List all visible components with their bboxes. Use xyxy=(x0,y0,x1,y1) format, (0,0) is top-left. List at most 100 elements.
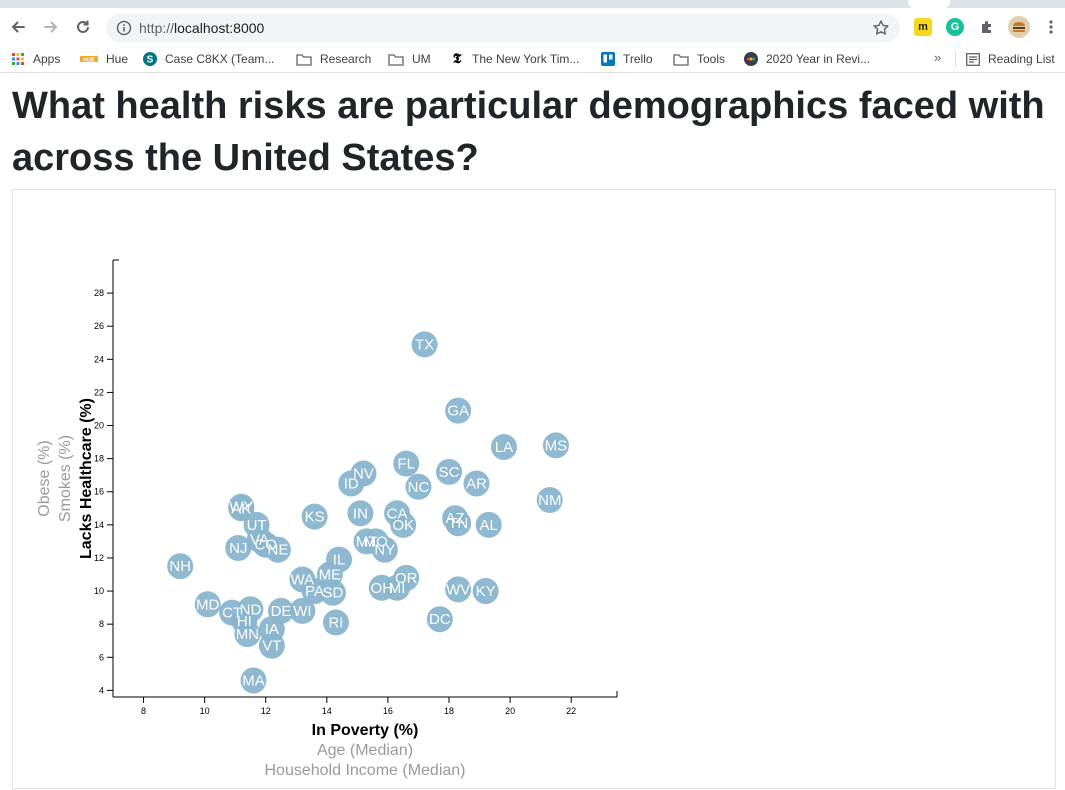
state-marker-la[interactable] xyxy=(490,434,517,461)
state-marker-mi[interactable] xyxy=(384,574,411,601)
state-marker-tx[interactable] xyxy=(411,331,438,358)
y-axis-label-option[interactable]: Smokes (%) xyxy=(57,435,74,522)
state-label-nm: NM xyxy=(538,492,561,509)
bookmark-apps[interactable]: Apps xyxy=(11,51,60,67)
state-marker-ri[interactable] xyxy=(322,609,349,636)
apps-grid-icon xyxy=(11,52,25,66)
x-tick-label: 20 xyxy=(505,706,515,716)
state-marker-ks[interactable] xyxy=(301,503,328,530)
state-marker-wv[interactable] xyxy=(445,576,472,603)
y-tick-label: 20 xyxy=(94,421,104,431)
svg-text:HUE: HUE xyxy=(83,57,95,63)
url-text[interactable]: http://localhost:8000 xyxy=(139,20,264,36)
state-marker-ga[interactable] xyxy=(445,397,472,424)
info-icon[interactable] xyxy=(116,20,132,36)
state-label-il: IL xyxy=(333,552,346,569)
active-tab[interactable] xyxy=(908,0,950,8)
state-marker-sd[interactable] xyxy=(319,579,346,606)
state-marker-ma[interactable] xyxy=(240,667,267,694)
extensions-puzzle-icon[interactable] xyxy=(978,18,996,36)
state-marker-wi[interactable] xyxy=(289,597,316,624)
state-label-me: ME xyxy=(319,567,342,584)
forward-arrow-icon xyxy=(44,21,58,33)
state-marker-tn[interactable] xyxy=(445,510,472,537)
forward-button[interactable] xyxy=(40,16,62,38)
state-label-la: LA xyxy=(495,439,513,456)
tab-strip xyxy=(0,0,1065,8)
address-bar[interactable]: http://localhost:8000 xyxy=(106,14,900,42)
miro-extension-icon[interactable]: m xyxy=(914,18,932,36)
state-marker-al[interactable] xyxy=(475,511,502,538)
state-marker-nj[interactable] xyxy=(225,535,252,562)
state-label-id: ID xyxy=(344,475,359,492)
bookmark-tools[interactable]: Tools xyxy=(673,51,725,67)
state-marker-fl[interactable] xyxy=(393,450,420,477)
state-marker-nh[interactable] xyxy=(167,553,194,580)
state-label-ut: UT xyxy=(247,517,267,534)
bookmark-um[interactable]: UM xyxy=(388,51,431,67)
state-label-nj: NJ xyxy=(229,540,247,557)
state-label-ar: AR xyxy=(466,475,487,492)
y-tick-label: 14 xyxy=(94,520,104,530)
state-marker-vt[interactable] xyxy=(258,632,285,659)
state-marker-dc[interactable] xyxy=(426,606,453,633)
state-marker-ar[interactable] xyxy=(463,470,490,497)
bookmark-star-icon[interactable] xyxy=(872,19,890,37)
y-tick-label: 6 xyxy=(99,652,104,662)
state-label-co: CO xyxy=(254,537,277,554)
url-scheme: http:// xyxy=(139,20,175,36)
state-marker-ny[interactable] xyxy=(371,536,398,563)
trello-icon xyxy=(601,52,615,66)
back-button[interactable] xyxy=(7,16,29,38)
y-tick-label: 24 xyxy=(94,354,104,364)
bookmark-research[interactable]: Research xyxy=(296,51,371,67)
profile-avatar[interactable] xyxy=(1008,16,1030,38)
bookmark-year-in-review[interactable]: 2020 Year in Revi... xyxy=(744,51,870,67)
x-axis-label-option[interactable]: Household Income (Median) xyxy=(265,762,466,779)
bookmark-nyt[interactable]: 𝕿 The New York Tim... xyxy=(450,51,580,67)
reading-list-label: Reading List xyxy=(988,52,1055,66)
scatter-chart: 8 10 12 14 16 18 20 22 4 6 8 10 12 14 16 18 20 22 24 26 28 TX… xyxy=(36,259,618,779)
bookmark-label: Tools xyxy=(697,52,726,66)
bookmark-trello[interactable]: Trello xyxy=(601,51,653,67)
state-marker-nc[interactable] xyxy=(405,473,432,500)
state-label-md: MD xyxy=(196,596,219,613)
state-label-ak: AK xyxy=(231,500,251,517)
state-label-tn: TN xyxy=(448,515,468,532)
reload-button[interactable] xyxy=(72,16,94,38)
state-marker-id[interactable] xyxy=(338,470,365,497)
state-label-mi: MI xyxy=(389,580,406,597)
state-label-in: IN xyxy=(353,505,368,522)
state-label-ok: OK xyxy=(392,517,414,534)
state-marker-mn[interactable] xyxy=(234,621,261,648)
state-marker-nm[interactable] xyxy=(536,487,563,514)
state-marker-sc[interactable] xyxy=(436,458,462,485)
state-label-wy: WY xyxy=(229,499,253,516)
state-marker-ok[interactable] xyxy=(390,511,417,538)
bookmarks-separator xyxy=(955,51,956,67)
back-arrow-icon xyxy=(11,21,25,33)
y-axis-label-option[interactable]: Lacks Healthcare (%) xyxy=(78,398,95,559)
state-marker-md[interactable] xyxy=(194,591,221,618)
state-label-dc: DC xyxy=(429,611,451,628)
state-label-ky: KY xyxy=(476,583,496,600)
state-label-ks: KS xyxy=(305,509,325,526)
state-marker-in[interactable] xyxy=(347,500,374,527)
bookmark-hue[interactable]: HUE Hue xyxy=(80,51,128,67)
state-marker-ne[interactable] xyxy=(264,536,291,563)
state-marker-ky[interactable] xyxy=(472,578,499,605)
more-bookmarks-button[interactable]: » xyxy=(934,50,942,65)
state-label-nd: ND xyxy=(240,601,262,618)
x-axis-label-option[interactable]: In Poverty (%) xyxy=(312,722,419,739)
reading-list-button[interactable]: Reading List xyxy=(966,51,1055,67)
state-marker-ms[interactable] xyxy=(542,432,569,459)
browser-menu-button[interactable] xyxy=(1042,18,1060,36)
y-tick-label: 4 xyxy=(99,685,104,695)
bookmark-case[interactable]: S Case C8KX (Team... xyxy=(143,51,274,67)
grammarly-extension-icon[interactable]: G xyxy=(946,18,964,36)
y-axis-label-option[interactable]: Obese (%) xyxy=(36,440,53,516)
x-axis-label-option[interactable]: Age (Median) xyxy=(317,742,413,759)
state-marker-wy[interactable] xyxy=(228,493,255,520)
state-label-pa: PA xyxy=(305,583,324,600)
kebab-menu-icon xyxy=(1049,20,1053,34)
